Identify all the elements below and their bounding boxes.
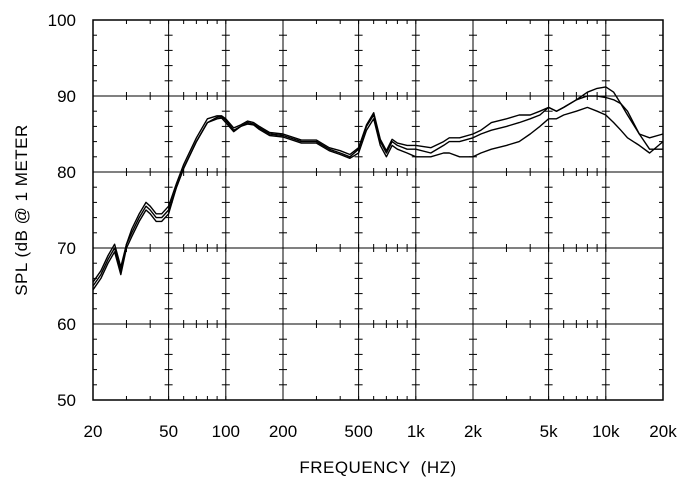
x-tick-labels: 20 50 100 200 500 1k 2k 5k 10k 20k [84,422,678,441]
response-curve-2 [92,106,664,291]
y-tick-labels: 50 60 70 80 90 100 [48,11,76,410]
response-curve-3 [92,95,663,283]
series-lines [92,86,664,291]
y-tick-label: 90 [57,87,76,106]
x-tick-label: 50 [159,422,178,441]
x-tick-label: 200 [269,422,297,441]
plot-frame [92,19,664,401]
x-tick-label: 2k [464,422,482,441]
y-tick-label: 50 [57,391,76,410]
x-tick-label: 500 [344,422,372,441]
y-tick-label: 100 [48,11,76,30]
y-tick-label: 80 [57,163,76,182]
x-tick-label: 10k [592,422,620,441]
x-tick-label: 5k [540,422,558,441]
y-axis-title: SPL (dB @ 1 METER [12,124,31,296]
x-tick-label: 20k [649,422,677,441]
x-tick-label: 1k [407,422,425,441]
x-tick-label: 20 [84,422,103,441]
grid [92,19,664,401]
minor-ticks [92,20,664,400]
x-tick-label: 100 [212,422,240,441]
response-curve-1 [92,86,664,287]
x-axis-title: FREQUENCY (HZ) [299,458,456,477]
y-tick-label: 60 [57,315,76,334]
y-tick-label: 70 [57,239,76,258]
